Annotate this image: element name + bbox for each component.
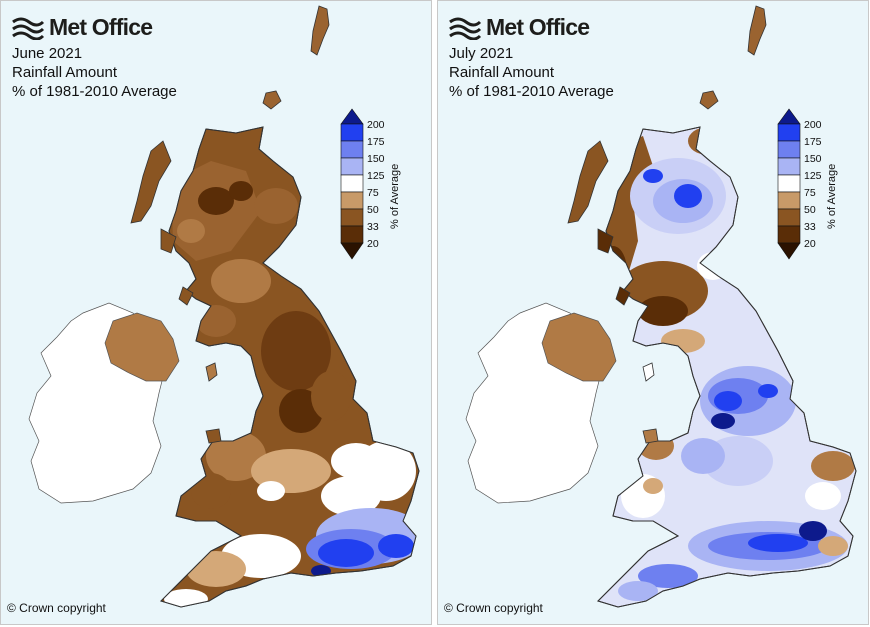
- inner-hebrides: [160, 228, 194, 306]
- rainfall-legend: 200 175 150 125 75 50 33 20 % of Average: [339, 107, 429, 271]
- inner-hebrides: [597, 228, 631, 306]
- legend-tick: 150: [367, 153, 385, 165]
- title-month: June 2021: [12, 45, 83, 62]
- legend-tick: 175: [804, 136, 822, 148]
- orkney: [262, 90, 282, 110]
- legend-axis-label: % of Average: [826, 163, 838, 229]
- june-map-panel: Met Office June 2021 Rainfall Amount % o…: [0, 0, 432, 625]
- met-office-logo: Met Office: [448, 11, 590, 43]
- legend-tick: 75: [804, 187, 816, 199]
- legend-tick: 50: [367, 204, 379, 216]
- legend-tick: 33: [367, 221, 379, 233]
- map-title: July 2021 Rainfall Amount % of 1981-2010…: [449, 44, 614, 101]
- shetland: [310, 5, 330, 56]
- july-map-panel: Met Office July 2021 Rainfall Amount % o…: [437, 0, 869, 625]
- outer-hebrides: [130, 140, 172, 224]
- northern-ireland: [541, 312, 617, 382]
- title-month: July 2021: [449, 45, 514, 62]
- isle-of-man: [205, 362, 218, 382]
- title-baseline: % of 1981-2010 Average: [449, 83, 614, 100]
- legend-tick: 150: [804, 153, 822, 165]
- june-rainfall-patches: [164, 161, 419, 607]
- logo-text: Met Office: [486, 13, 590, 40]
- legend-axis-label: % of Average: [389, 163, 401, 229]
- anglesey: [205, 428, 222, 444]
- outer-hebrides: [567, 140, 609, 224]
- title-variable: Rainfall Amount: [12, 64, 118, 81]
- legend-tick: 200: [804, 119, 822, 131]
- northern-ireland: [104, 312, 180, 382]
- july-rainfall-map: [465, 5, 857, 608]
- legend-tick: 175: [367, 136, 385, 148]
- title-baseline: % of 1981-2010 Average: [12, 83, 177, 100]
- met-office-wave-icon: [12, 17, 45, 40]
- logo-text: Met Office: [49, 13, 153, 40]
- isle-of-man: [642, 362, 655, 382]
- legend-colorbar: [340, 108, 364, 260]
- legend-tick: 20: [804, 238, 816, 250]
- legend-tick: 20: [367, 238, 379, 250]
- met-office-logo: Met Office: [11, 11, 153, 43]
- legend-tick: 75: [367, 187, 379, 199]
- legend-tick: 125: [367, 170, 385, 182]
- shetland: [747, 5, 767, 56]
- rainfall-legend: 200 175 150 125 75 50 33 20 % of Average: [776, 107, 866, 271]
- copyright-notice: © Crown copyright: [7, 601, 106, 615]
- met-office-wave-icon: [449, 17, 482, 40]
- title-variable: Rainfall Amount: [449, 64, 555, 81]
- legend-tick: 50: [804, 204, 816, 216]
- copyright-notice: © Crown copyright: [444, 601, 543, 615]
- july-rainfall-patches: [598, 127, 855, 601]
- orkney: [699, 90, 719, 110]
- june-rainfall-map: [28, 5, 420, 608]
- legend-tick: 200: [367, 119, 385, 131]
- legend-colorbar: [777, 108, 801, 260]
- legend-tick: 33: [804, 221, 816, 233]
- legend-tick: 125: [804, 170, 822, 182]
- anglesey: [642, 428, 659, 444]
- map-title: June 2021 Rainfall Amount % of 1981-2010…: [12, 44, 177, 101]
